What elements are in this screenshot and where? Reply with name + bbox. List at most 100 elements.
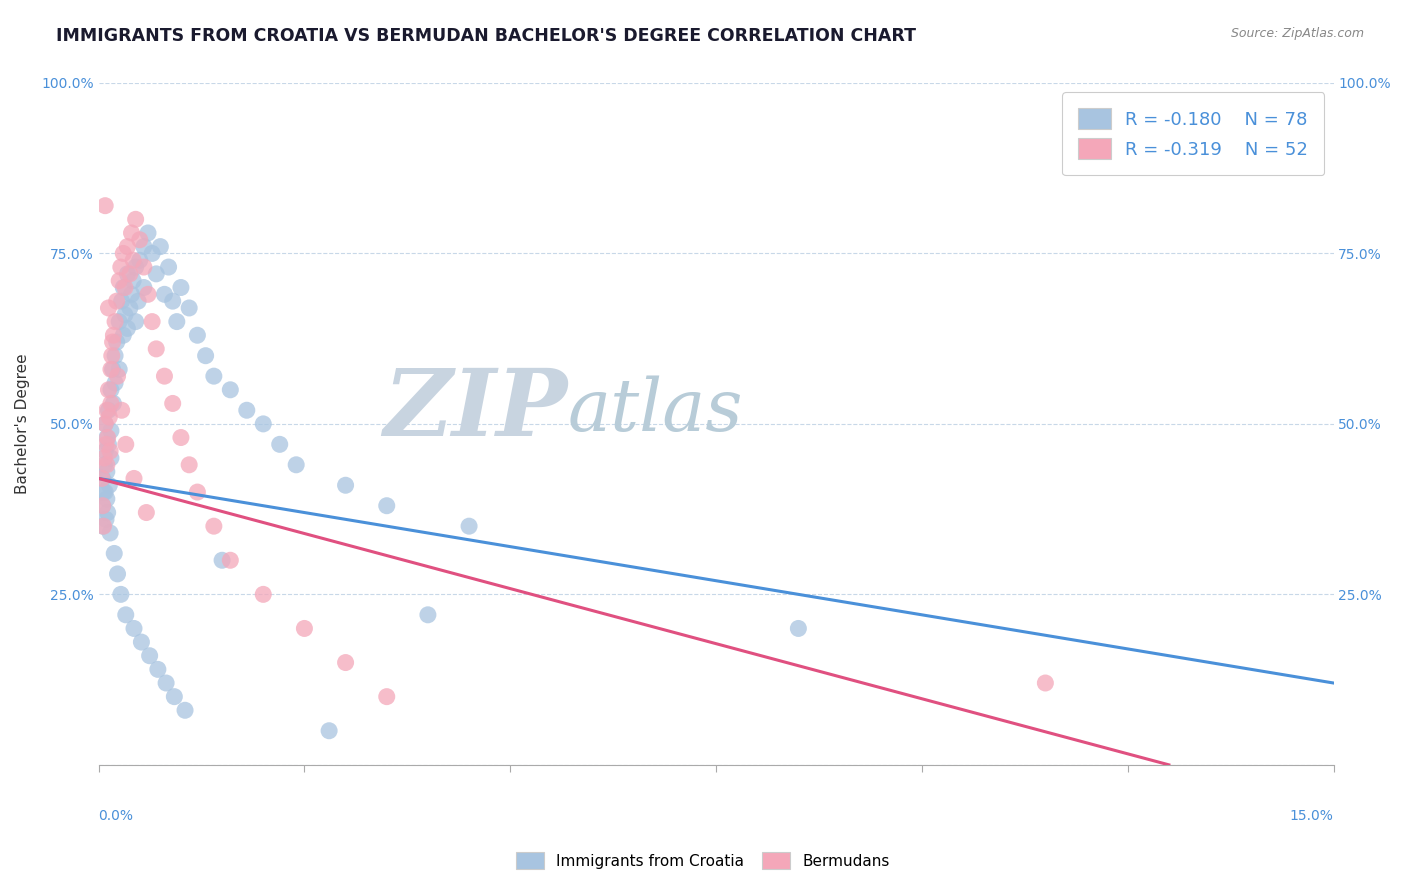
Point <box>100 349 122 363</box>
Point <box>124 315 146 329</box>
Point <box>118 301 141 315</box>
Point <box>101 362 124 376</box>
Point <box>98 410 121 425</box>
Point <box>163 690 186 704</box>
Point <box>93 485 115 500</box>
Point <box>100 396 122 410</box>
Point <box>186 485 208 500</box>
Point <box>117 267 139 281</box>
Point <box>138 648 160 663</box>
Point <box>117 239 139 253</box>
Point <box>269 437 291 451</box>
Point <box>294 622 316 636</box>
Point <box>1035 676 1057 690</box>
Point <box>97 383 120 397</box>
Point <box>127 294 149 309</box>
Point <box>124 260 146 274</box>
Point <box>104 349 127 363</box>
Point <box>94 512 117 526</box>
Point <box>131 635 153 649</box>
Point <box>132 280 155 294</box>
Point <box>128 253 150 268</box>
Point <box>93 519 115 533</box>
Point <box>219 553 242 567</box>
Point <box>136 226 159 240</box>
Point <box>170 280 193 294</box>
Point <box>118 267 141 281</box>
Text: atlas: atlas <box>568 375 744 445</box>
Point <box>122 471 145 485</box>
Legend: R = -0.180    N = 78, R = -0.319    N = 52: R = -0.180 N = 78, R = -0.319 N = 52 <box>1062 92 1324 175</box>
Point <box>108 274 131 288</box>
Point <box>153 287 176 301</box>
Point <box>94 417 117 431</box>
Point <box>179 301 201 315</box>
Point <box>108 362 131 376</box>
Text: 15.0%: 15.0% <box>1289 809 1333 823</box>
Point <box>114 308 136 322</box>
Point <box>335 478 357 492</box>
Point <box>202 519 225 533</box>
Point <box>145 342 167 356</box>
Point <box>96 465 118 479</box>
Point <box>96 403 118 417</box>
Point <box>149 239 172 253</box>
Point <box>98 526 121 541</box>
Point <box>96 458 118 472</box>
Point <box>104 315 127 329</box>
Point <box>132 260 155 274</box>
Legend: Immigrants from Croatia, Bermudans: Immigrants from Croatia, Bermudans <box>510 846 896 875</box>
Point <box>121 226 143 240</box>
Point <box>91 499 114 513</box>
Point <box>122 274 145 288</box>
Point <box>219 383 242 397</box>
Point <box>104 376 127 390</box>
Point <box>122 622 145 636</box>
Point <box>98 444 121 458</box>
Point <box>157 260 180 274</box>
Point <box>202 369 225 384</box>
Point <box>94 444 117 458</box>
Point <box>128 233 150 247</box>
Point <box>162 294 184 309</box>
Point <box>94 199 117 213</box>
Point <box>103 328 125 343</box>
Point <box>162 396 184 410</box>
Point <box>146 662 169 676</box>
Point <box>179 458 201 472</box>
Point <box>153 369 176 384</box>
Point <box>110 587 132 601</box>
Point <box>155 676 177 690</box>
Point <box>114 280 136 294</box>
Point <box>135 506 157 520</box>
Point <box>94 417 117 431</box>
Point <box>375 499 398 513</box>
Point <box>111 294 134 309</box>
Point <box>114 437 136 451</box>
Point <box>103 546 125 560</box>
Point <box>236 403 259 417</box>
Point <box>375 690 398 704</box>
Point <box>416 607 439 622</box>
Point <box>194 349 217 363</box>
Point <box>335 656 357 670</box>
Point <box>117 321 139 335</box>
Point <box>91 471 114 485</box>
Point <box>166 315 188 329</box>
Point <box>114 607 136 622</box>
Point <box>122 253 145 268</box>
Point <box>124 212 146 227</box>
Point <box>97 403 120 417</box>
Point <box>98 478 121 492</box>
Point <box>96 491 118 506</box>
Point <box>97 437 120 451</box>
Point <box>174 703 197 717</box>
Point <box>121 287 143 301</box>
Point <box>211 553 233 567</box>
Point <box>112 328 135 343</box>
Text: 0.0%: 0.0% <box>98 809 134 823</box>
Y-axis label: Bachelor's Degree: Bachelor's Degree <box>15 353 30 494</box>
Point <box>97 430 120 444</box>
Point <box>91 499 114 513</box>
Point <box>100 424 122 438</box>
